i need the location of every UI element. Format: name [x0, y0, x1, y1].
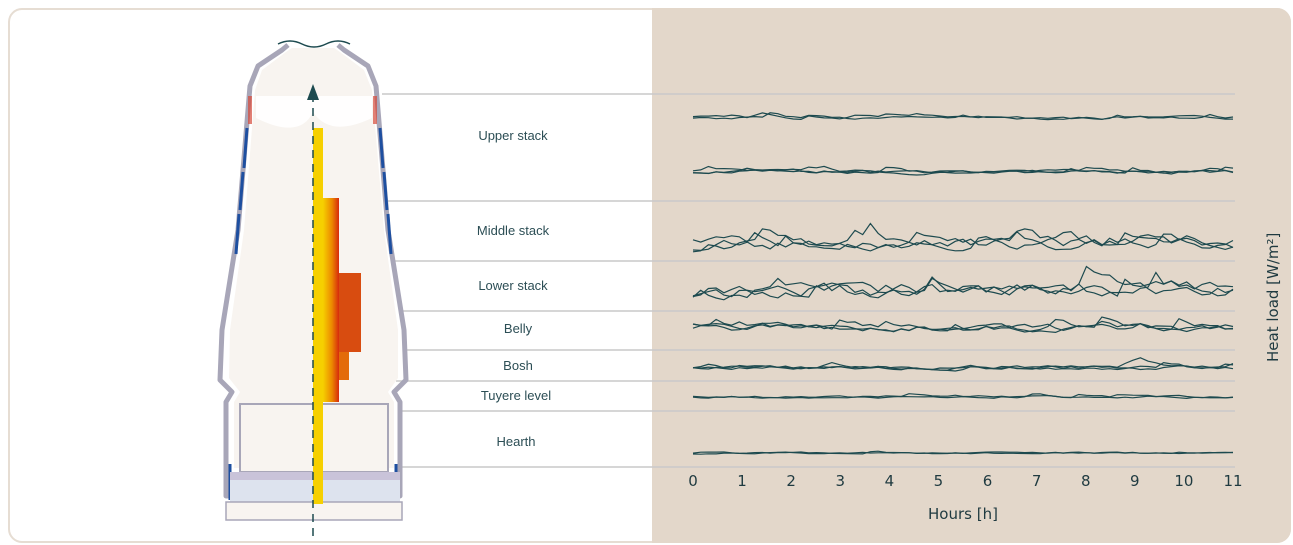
x-tick-label: 2	[786, 472, 796, 490]
heat-load-line	[692, 318, 1234, 333]
x-tick-label: 8	[1080, 472, 1091, 490]
heat-load-line	[692, 361, 1234, 371]
heat-profile	[313, 128, 361, 504]
x-axis-title: Hours [h]	[928, 505, 998, 523]
heat-load-line	[692, 228, 1234, 252]
x-tick-label: 11	[1223, 472, 1243, 490]
zone-label-bosh: Bosh	[503, 358, 533, 373]
zone-label-belly: Belly	[503, 321, 533, 336]
heat-load-series	[692, 112, 1234, 455]
x-tick-label: 1	[737, 472, 747, 490]
zone-separators	[382, 93, 1235, 468]
zone-label-lower-stack: Lower stack	[478, 278, 548, 293]
zone-label-tuyere-level: Tuyere level	[480, 388, 552, 403]
blast-furnace	[217, 40, 409, 536]
heat-load-line	[692, 222, 1234, 253]
heat-load-line	[692, 357, 1234, 372]
heat-load-line	[692, 316, 1233, 334]
heat-load-line	[692, 278, 1234, 299]
x-tick-label: 5	[933, 472, 944, 490]
y-axis-title: Heat load [W/m²]	[1264, 232, 1282, 362]
zone-label-middle-stack: Middle stack	[476, 223, 550, 238]
heat-load-line	[692, 112, 1234, 121]
heat-load-line	[692, 451, 1234, 455]
x-tick-label: 3	[835, 472, 846, 490]
heat-load-line	[692, 364, 1234, 371]
x-tick-label: 7	[1031, 472, 1042, 490]
x-tick-label: 6	[982, 472, 993, 490]
heat-load-line	[692, 230, 1234, 252]
heat-load-line	[692, 393, 1234, 400]
x-tick-label: 10	[1174, 472, 1194, 490]
zone-label-upper-stack: Upper stack	[478, 128, 548, 143]
throat-wave	[277, 40, 351, 48]
x-tick-label: 4	[884, 472, 895, 490]
heat-load-line	[692, 271, 1234, 301]
zone-label-hearth: Hearth	[496, 434, 536, 449]
x-tick-label: 9	[1130, 472, 1140, 490]
x-tick-label: 0	[688, 472, 698, 490]
heat-load-line	[692, 265, 1234, 299]
heat-load-line	[692, 167, 1234, 176]
